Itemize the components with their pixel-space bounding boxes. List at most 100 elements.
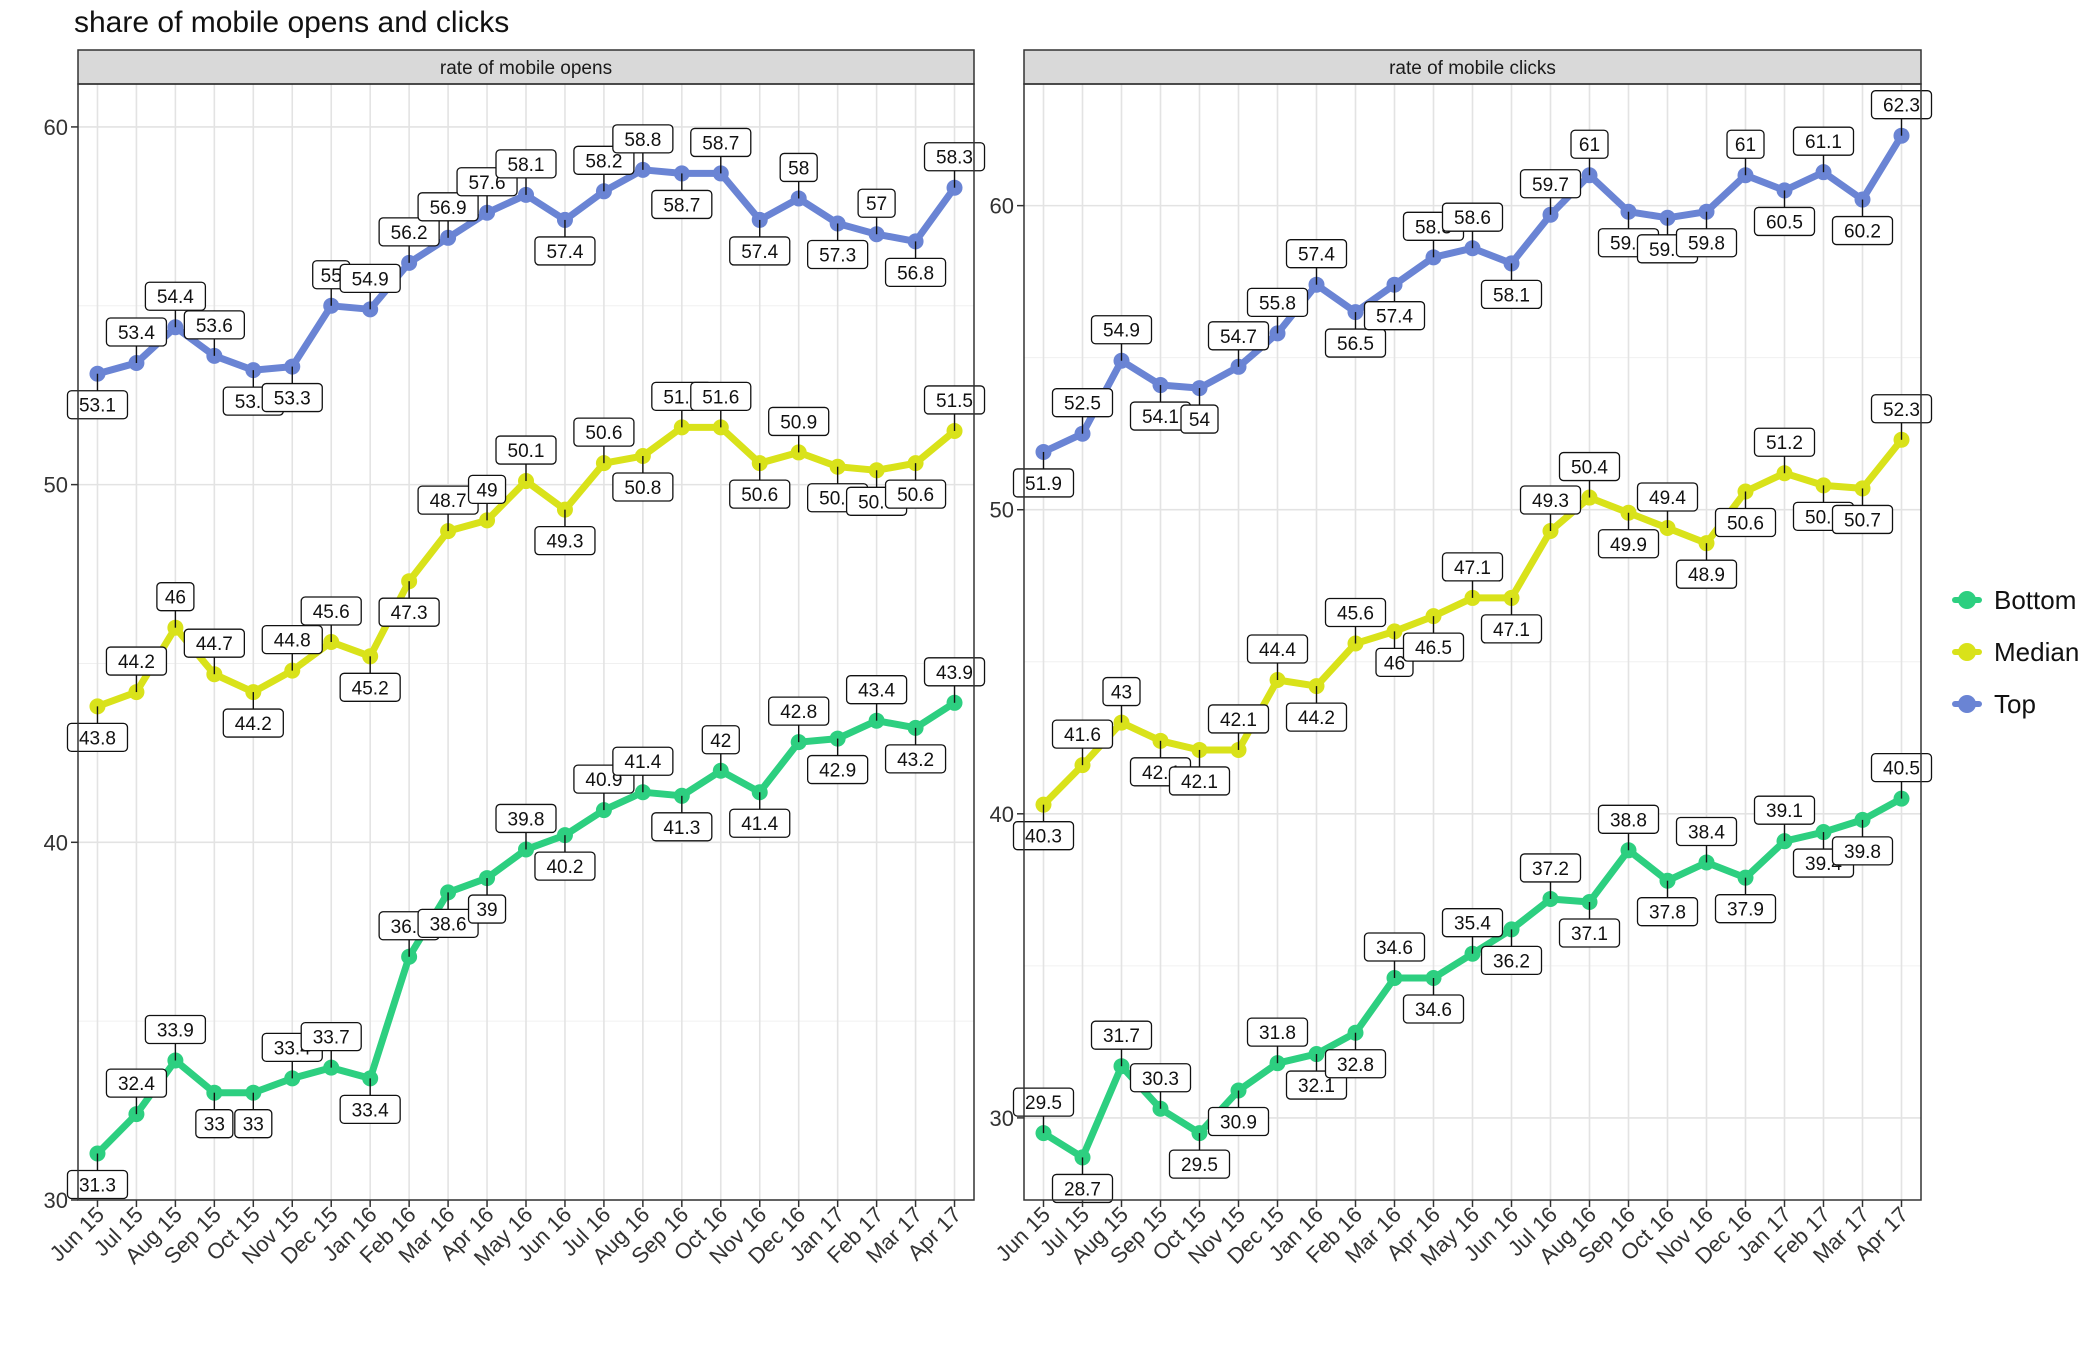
data-label-top: 53.1 — [79, 396, 116, 417]
data-label-box-median — [156, 582, 195, 612]
data-label-top: 54.4 — [157, 287, 194, 308]
data-label-top: 57 — [866, 194, 887, 215]
data-label-box-bottom — [1012, 1087, 1075, 1117]
legend: Bottom Median Top — [1950, 574, 2079, 730]
y-tick-label: 50 — [44, 473, 68, 498]
y-tick-label: 60 — [990, 194, 1014, 219]
data-label-median: 44.7 — [196, 634, 233, 655]
data-label-top: 54.9 — [1103, 321, 1140, 342]
data-label-top: 53.3 — [274, 389, 311, 410]
data-label-median: 42.1 — [1220, 710, 1257, 731]
data-label-top: 52.5 — [1064, 394, 1101, 415]
data-label-top: 54.9 — [352, 269, 389, 290]
data-label-box-top — [1324, 328, 1387, 358]
data-label-box-bottom — [1129, 1063, 1192, 1093]
data-label-bottom: 42.9 — [819, 761, 856, 782]
data-label-box-bottom — [467, 894, 507, 924]
panel-opens: rate of mobile opens 31.3 32.4 33.9 33 33 33.4… — [44, 49, 986, 1271]
data-label-box-median — [768, 406, 830, 437]
data-label-bottom: 38.8 — [1610, 810, 1647, 831]
data-label-box-median — [1870, 394, 1933, 424]
data-label-box-median — [690, 381, 752, 412]
data-label-median: 50.8 — [624, 478, 661, 499]
data-label-box-bottom — [1519, 853, 1582, 883]
data-label-median: 50.1 — [508, 441, 545, 462]
data-label-top: 54.1 — [1142, 407, 1179, 428]
data-label-bottom: 38.4 — [1688, 822, 1725, 843]
data-label-bottom: 37.9 — [1727, 900, 1764, 921]
data-label-top: 60.2 — [1844, 222, 1881, 243]
data-label-box-top — [884, 257, 947, 288]
data-label-box-median — [1714, 507, 1777, 538]
data-label-box-top — [1870, 90, 1933, 120]
panel-title: rate of mobile clicks — [1389, 58, 1556, 79]
data-label-box-median — [222, 708, 284, 738]
data-label-box-top — [1570, 129, 1609, 159]
data-label-bottom: 34.6 — [1376, 938, 1413, 959]
data-label-top: 54.7 — [1220, 327, 1257, 348]
data-label-median: 46 — [1384, 653, 1405, 674]
data-label-median: 50.6 — [585, 423, 622, 444]
data-label-box-bottom — [339, 1094, 401, 1125]
data-label-box-median — [1402, 632, 1465, 662]
data-label-top: 61.1 — [1805, 132, 1842, 153]
data-label-box-median — [1480, 614, 1543, 644]
data-label-median: 45.6 — [313, 602, 350, 623]
data-label-box-median — [66, 722, 129, 753]
data-label-median: 46.5 — [1415, 638, 1452, 659]
panel-title: rate of mobile opens — [440, 58, 612, 79]
data-label-bottom: 41.3 — [663, 818, 700, 839]
data-label-box-top — [857, 188, 896, 218]
data-label-box-bottom — [1207, 1106, 1270, 1137]
data-label-median: 44.8 — [274, 631, 311, 652]
data-label-bottom: 33.7 — [313, 1028, 350, 1049]
data-label-box-median — [923, 385, 986, 415]
data-label-box-bottom — [923, 657, 986, 687]
data-label-median: 41.6 — [1064, 725, 1101, 746]
data-label-bottom: 31.3 — [79, 1176, 116, 1197]
data-label-median: 50.6 — [897, 485, 934, 506]
data-label-median: 49 — [476, 480, 497, 501]
data-label-bottom: 29.5 — [1025, 1093, 1062, 1114]
data-label-box-top — [1519, 169, 1582, 199]
data-label-box-bottom — [612, 746, 674, 776]
data-point-median — [556, 501, 573, 518]
data-label-box-top — [612, 124, 674, 154]
data-label-top: 56.9 — [430, 198, 467, 219]
data-label-box-top — [261, 382, 323, 413]
data-label-bottom: 31.8 — [1259, 1023, 1296, 1044]
data-label-bottom: 43.4 — [858, 681, 895, 702]
data-label-box-top — [1480, 279, 1543, 310]
data-label-box-top — [690, 127, 752, 158]
data-label-box-median — [1324, 597, 1387, 628]
data-label-median: 43.8 — [79, 728, 116, 749]
data-label-box-median — [884, 479, 947, 509]
legend-label-median: Median — [1994, 636, 2080, 667]
data-label-bottom: 41.4 — [741, 814, 778, 835]
data-label-box-median — [467, 474, 507, 505]
data-label-box-bottom — [1753, 795, 1816, 825]
data-label-bottom: 40.2 — [546, 857, 583, 878]
legend-label-top: Top — [1994, 688, 2036, 719]
data-label-median: 50.4 — [1571, 458, 1608, 479]
data-label-box-bottom — [701, 725, 740, 755]
data-label-box-median — [1636, 482, 1699, 512]
data-label-median: 52.3 — [1883, 400, 1920, 421]
data-label-box-bottom — [1324, 1049, 1387, 1079]
data-label-box-top — [183, 310, 245, 340]
data-label-box-median — [1051, 719, 1114, 749]
data-label-box-bottom — [234, 1109, 273, 1139]
data-label-box-median — [1246, 634, 1309, 664]
data-label-top: 58.6 — [1454, 208, 1491, 229]
data-label-box-median — [261, 624, 323, 655]
data-label-median: 47.1 — [1493, 620, 1530, 641]
data-label-median: 48.9 — [1688, 565, 1725, 586]
data-label-box-top — [807, 239, 869, 270]
data-label-top: 61 — [1579, 135, 1600, 156]
data-label-box-median — [1753, 427, 1816, 457]
data-label-bottom: 40.5 — [1883, 759, 1920, 780]
data-label-bottom: 38.6 — [430, 914, 467, 935]
y-tick-label: 40 — [44, 830, 68, 855]
data-label-median: 50.9 — [780, 412, 817, 433]
data-label-box-bottom — [1480, 945, 1543, 976]
